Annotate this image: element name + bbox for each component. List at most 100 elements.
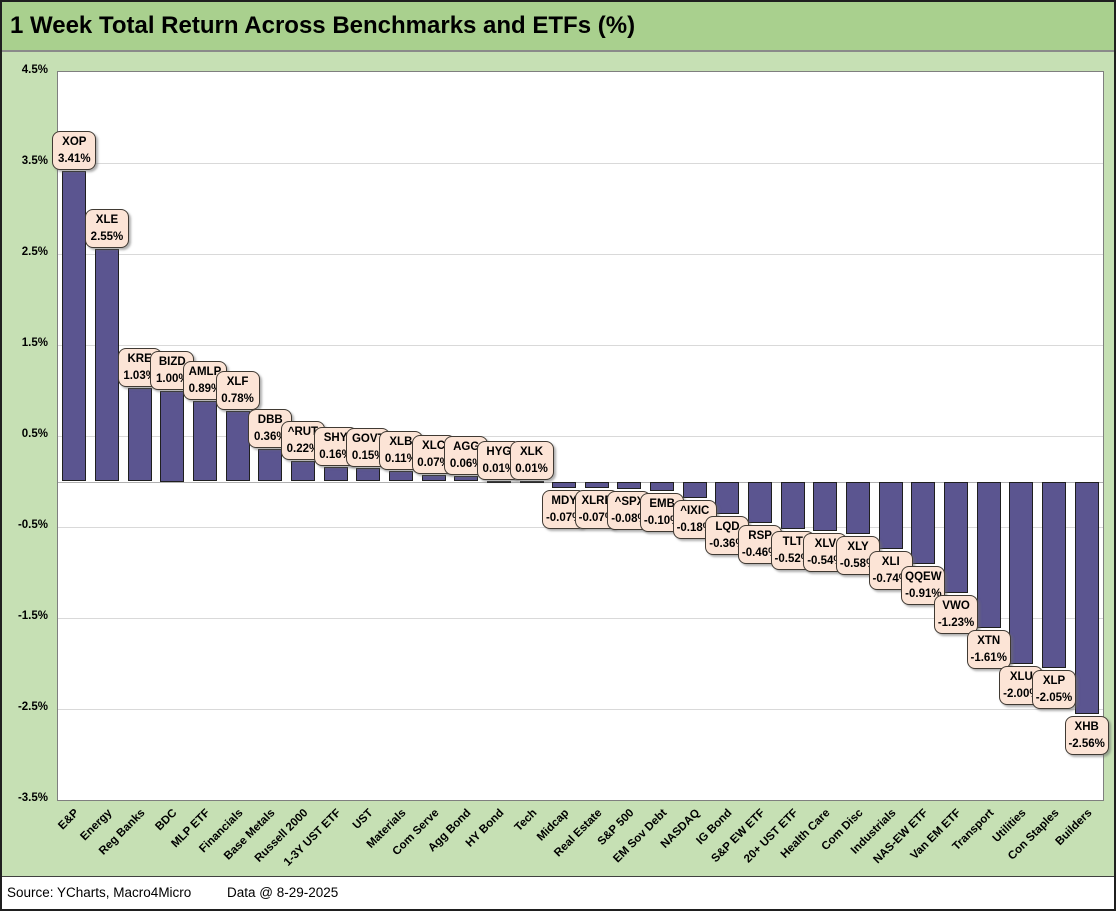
data-label-ticker: AGG [453,441,480,454]
bar-XTN [976,481,1001,628]
data-label-value: 1.00% [155,372,189,385]
bar-BIZD [160,390,185,482]
data-label-value: -1.61% [970,652,1007,664]
bar-AGG [454,476,479,482]
bar-XLF [225,410,250,482]
data-label-XTN: XTN -1.61% [966,630,1011,669]
bar-LQD [715,481,740,515]
y-axis-tick-label: 3.5% [21,155,48,167]
bar-XOP [62,171,87,482]
data-label-value: -0.18% [676,521,714,534]
data-label-value: -2.05% [1035,692,1073,705]
data-label-value: 0.15% [351,449,385,462]
data-label-XLP: XLP -2.05% [1032,670,1077,710]
data-label-ticker: DBB [257,413,283,426]
plot-area: XOP 3.41% XLE 2.55% KRE 1.03% BIZD 1.00% AMLP 0.8… [52,71,1109,801]
data-label-value: -0.36% [709,538,746,551]
data-label-value: -2.56% [1068,738,1105,751]
bar-AMLP [192,400,217,482]
bar-EMB [650,481,675,491]
data-label-ticker: LQD [715,521,740,534]
data-label-XOP: XOP 3.41% [52,131,97,171]
bar-XLU [1009,481,1034,664]
data-date-text: Data @ 8-29-2025 [227,885,339,900]
bar-^RUT [290,461,315,482]
gridline [58,345,1103,346]
data-label-value: -1.23% [937,617,975,630]
data-label-value: 0.11% [384,453,417,466]
y-axis-tick-label: -1.5% [17,610,48,622]
bar-MDY [552,481,577,488]
bar-QQEW [911,481,936,565]
bar-RSP [748,481,773,524]
bar-XLI [878,481,903,549]
data-label-value: 0.89% [188,382,222,395]
data-label-value: 0.06% [449,458,483,471]
bar-DBB [258,448,283,482]
data-label-ticker: BIZD [158,355,186,368]
y-axis-tick-label: 0.5% [21,428,48,440]
data-label-ticker: XLV [814,537,837,550]
bar-XLC [421,475,446,482]
zero-axis-line [58,481,1103,483]
bar-HYG [486,480,511,483]
data-label-value: 0.01% [482,462,516,475]
y-axis-tick-label: -0.5% [17,519,48,531]
data-label-ticker: XLB [389,436,413,449]
bar-XHB [1074,481,1099,715]
gridline [58,163,1103,164]
footer-bar: Source: YCharts, Macro4Micro Data @ 8-29… [2,876,1114,909]
bar-SHY [323,466,348,482]
data-label-value: 1.03% [123,369,156,382]
data-label-XLK: XLK 0.01% [509,440,554,480]
data-label-ticker: MDY [551,494,577,507]
data-label-XLE: XLE 2.55% [84,209,129,249]
bar-XLV [813,481,838,531]
data-label-value: 0.01% [515,462,548,475]
y-axis-tick-label: 4.5% [21,64,48,76]
bar-TLT [780,481,805,529]
data-label-ticker: SHY [323,431,348,444]
data-label-ticker: RSP [748,530,772,543]
data-label-ticker: EMB [649,497,675,510]
bar-KRE [127,387,152,482]
chart-title: 1 Week Total Return Across Benchmarks an… [2,2,1114,52]
data-label-ticker: XHB [1074,721,1099,734]
data-label-ticker: XTN [977,635,1001,647]
data-label-ticker: XLK [520,445,544,458]
data-label-ticker: GOVT [351,432,385,445]
data-label-ticker: XLF [226,375,249,388]
bar-XLK [519,480,544,483]
data-label-ticker: XOP [62,136,87,149]
data-label-value: 0.07% [417,457,450,470]
data-label-ticker: ^SPX [614,495,645,508]
bar-XLE [94,249,119,482]
data-label-ticker: XLU [1009,670,1033,683]
data-label-value: -0.74% [872,572,909,585]
y-axis-tick-label: -2.5% [17,701,48,713]
y-axis-tick-label: -3.5% [17,792,48,804]
data-label-ticker: XLP [1042,675,1066,688]
data-label-value: 0.22% [286,443,320,456]
data-label-ticker: XLRE [581,494,613,507]
data-label-value: -0.07% [545,511,583,524]
data-label-XLF: XLF 0.78% [215,370,260,410]
data-label-ticker: XLC [422,440,446,453]
data-label-value: -0.46% [741,547,779,560]
data-label-ticker: QQEW [905,571,942,584]
source-text: Source: YCharts, Macro4Micro [7,885,192,900]
data-label-ticker: AMLP [188,365,222,378]
data-label-VWO: VWO -1.23% [934,595,979,635]
data-label-value: -0.54% [807,554,844,567]
gridline [58,618,1103,619]
gridline [58,709,1103,710]
gridline [58,254,1103,255]
data-label-value: 0.78% [221,392,254,405]
data-label-ticker: XLI [881,555,900,568]
data-label-value: -0.10% [643,514,681,527]
bar-VWO [944,481,969,594]
data-label-value: -2.00% [1003,687,1040,700]
data-label-value: -0.58% [839,558,877,571]
data-label-value: -0.91% [905,588,942,601]
